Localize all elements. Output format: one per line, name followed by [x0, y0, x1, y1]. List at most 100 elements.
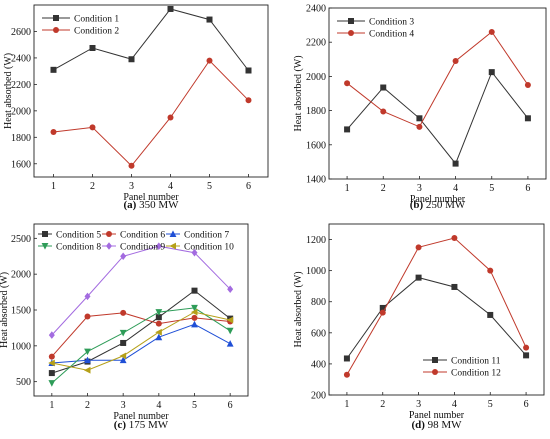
x-tick-label: 3 — [129, 181, 134, 192]
series-condition-12 — [343, 234, 530, 378]
legend-label: Condition 5 — [56, 231, 101, 241]
y-tick-label: 1600 — [11, 159, 31, 170]
x-tick-label: 5 — [488, 399, 493, 410]
x-tick-label: 1 — [51, 181, 56, 192]
caption-text: 98 MW — [428, 419, 463, 431]
y-tick-label: 2000 — [11, 106, 31, 117]
legend-item: Condition 9 — [102, 242, 165, 253]
legend-item: Condition 11 — [423, 357, 501, 367]
legend-marker — [169, 230, 177, 237]
legend: Condition 5 Condition 6 Condition 7 Conditi… — [38, 230, 234, 253]
x-tick-label: 6 — [524, 399, 529, 410]
legend-marker — [53, 15, 59, 21]
y-tick-label: 2000 — [11, 270, 31, 281]
data-point — [487, 267, 494, 274]
y-tick-label: 200 — [311, 391, 326, 402]
data-point — [120, 309, 127, 316]
data-point — [155, 242, 162, 251]
legend-label: Condition 11 — [451, 357, 501, 367]
legend-item: Condition 3 — [337, 18, 414, 28]
x-tick-label: 1 — [345, 183, 350, 194]
x-tick-label: 2 — [85, 400, 90, 411]
x-tick-label: 6 — [525, 183, 530, 194]
x-tick-label: 3 — [416, 399, 421, 410]
y-tick-label: 2200 — [11, 80, 31, 91]
data-point — [379, 304, 386, 311]
x-tick-label: 2 — [90, 181, 95, 192]
data-point — [451, 234, 458, 241]
series-condition-2 — [50, 57, 252, 169]
y-tick-label: 1000 — [11, 341, 31, 352]
x-tick-label: 4 — [168, 181, 173, 192]
data-point — [48, 353, 55, 360]
x-tick-label: 4 — [156, 400, 161, 411]
panel-caption: (c) 175 MW — [114, 419, 169, 431]
data-point — [415, 274, 422, 281]
caption-letter: (d) — [411, 419, 427, 431]
series-condition-4 — [344, 28, 531, 130]
y-tick-label: 1800 — [306, 106, 326, 117]
series-condition-8 — [48, 304, 234, 387]
data-point — [344, 126, 351, 133]
x-tick-label: 5 — [489, 183, 494, 194]
data-point — [343, 371, 350, 378]
legend-item: Condition 6 — [102, 231, 165, 241]
legend-marker — [432, 357, 438, 363]
series-line — [346, 31, 529, 128]
y-axis-label: Heat absorbed (W) — [0, 272, 10, 348]
data-point — [155, 314, 162, 321]
y-tick-label: 2000 — [306, 72, 326, 83]
x-tick-label: 4 — [452, 399, 457, 410]
data-point — [128, 56, 135, 63]
y-axis-label: Heat absorbed (W) — [3, 53, 14, 129]
x-tick-label: 6 — [228, 400, 233, 411]
x-axis-label: Panel number — [113, 411, 169, 422]
data-point — [48, 331, 55, 339]
series-line — [51, 312, 231, 357]
caption-text: 175 MW — [129, 419, 169, 431]
data-point — [155, 333, 163, 341]
data-point — [84, 292, 91, 301]
y-tick-label: 2500 — [11, 234, 31, 245]
data-point — [416, 123, 423, 130]
legend: Condition 1 Condition 2 — [42, 15, 119, 37]
data-point — [119, 356, 127, 364]
data-point — [155, 320, 162, 327]
x-tick-label: 3 — [121, 400, 126, 411]
data-point — [206, 16, 213, 23]
legend-item: Condition 1 — [42, 15, 119, 25]
data-point — [155, 309, 163, 316]
plot-frame — [328, 223, 545, 396]
data-point — [89, 124, 96, 131]
legend: Condition 11 Condition 12 — [423, 357, 501, 379]
data-point — [452, 58, 459, 65]
data-point — [344, 80, 351, 87]
legend-marker — [106, 242, 112, 250]
y-tick-label: 1800 — [11, 133, 31, 144]
series-line — [51, 289, 231, 374]
legend-item: Condition 5 — [38, 231, 101, 241]
data-point — [120, 252, 127, 261]
series-condition-1 — [50, 5, 252, 74]
legend-label: Condition 3 — [369, 18, 414, 28]
data-point — [226, 340, 234, 347]
chart-panel-4: 200 400 600 800 1000 1200 1 2 3 4 5 6 Panel number He… — [293, 223, 545, 431]
series-line — [51, 307, 231, 384]
x-tick-label: 2 — [381, 183, 386, 194]
legend-marker — [169, 242, 176, 250]
x-tick-label: 1 — [344, 399, 349, 410]
caption-text: 350 MW — [139, 199, 179, 211]
y-tick-label: 1600 — [306, 140, 326, 151]
chart-panel-1: 1600 1800 2000 2200 2400 2600 1 2 3 4 5 6 Panel numb… — [3, 4, 269, 211]
legend: Condition 3 Condition 4 — [337, 18, 414, 40]
x-tick-label: 3 — [417, 183, 422, 194]
series-condition-9 — [48, 242, 234, 339]
panel-caption: (a) 350 MW — [124, 199, 180, 211]
data-point — [190, 308, 198, 316]
legend-label: Condition 7 — [184, 231, 229, 241]
data-point — [524, 81, 531, 88]
data-point — [523, 344, 530, 351]
series-line — [346, 71, 529, 165]
y-tick-label: 2400 — [11, 53, 31, 64]
